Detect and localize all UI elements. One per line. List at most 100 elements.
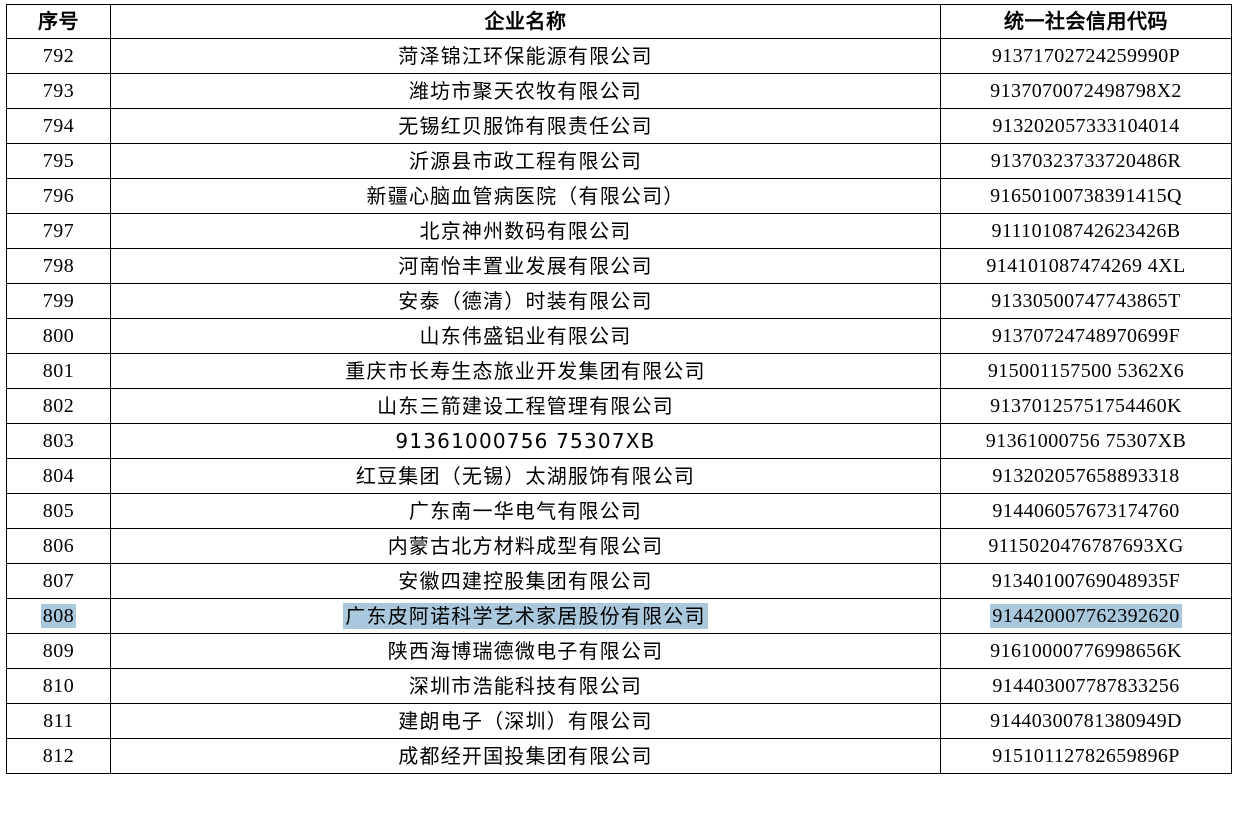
cell-index-text: 808 [40,604,77,628]
cell-index: 810 [6,668,111,704]
cell-code-text: 914101087474269 4XL [986,255,1186,277]
cell-code-text: 91371702724259990P [991,45,1181,67]
cell-index-text: 801 [42,360,75,382]
cell-code: 91110108742623426B [940,213,1232,249]
table-row[interactable]: 810 深圳市浩能科技有限公司 914403007787833256 [6,668,1232,704]
cell-name: 沂源县市政工程有限公司 [110,143,941,179]
cell-code-text: 91510112782659896P [992,745,1180,767]
cell-index-text: 806 [42,535,75,557]
cell-name-text: 安徽四建控股集团有限公司 [398,569,653,593]
cell-name-text: 深圳市浩能科技有限公司 [408,674,643,698]
cell-index-text: 798 [42,255,75,277]
table-row[interactable]: 806 内蒙古北方材料成型有限公司 9115020476787693XG [6,528,1232,564]
cell-index: 808 [6,598,111,634]
column-header-code: 统一社会信用代码 [940,4,1232,39]
table-row[interactable]: 801 重庆市长寿生态旅业开发集团有限公司 915001157500 5362X6 [6,353,1232,389]
cell-index: 796 [6,178,111,214]
cell-code-text: 91110108742623426B [991,220,1181,242]
table-row[interactable]: 807 安徽四建控股集团有限公司 91340100769048935F [6,563,1232,599]
cell-name-text: 安泰（德清）时装有限公司 [398,289,653,313]
cell-code: 91510112782659896P [940,738,1232,774]
cell-index: 794 [6,108,111,144]
table-row[interactable]: 797 北京神州数码有限公司 91110108742623426B [6,213,1232,249]
cell-code-text: 91610000776998656K [990,640,1182,662]
cell-code-text: 9137070072498798X2 [990,80,1182,102]
cell-name-text: 重庆市长寿生态旅业开发集团有限公司 [345,359,706,383]
table-row[interactable]: 794 无锡红贝服饰有限责任公司 913202057333104014 [6,108,1232,144]
cell-index: 800 [6,318,111,354]
table-row[interactable]: 803 91361000756 75307XB 91361000756 75307X… [6,423,1232,459]
cell-index: 811 [6,703,111,739]
cell-name: 菏泽锦江环保能源有限公司 [110,38,941,74]
cell-index: 797 [6,213,111,249]
cell-name-text: 山东三箭建设工程管理有限公司 [377,394,674,418]
table-row[interactable]: 808 广东皮阿诺科学艺术家居股份有限公司 914420007762392620 [6,598,1232,634]
cell-name: 建朗电子（深圳）有限公司 [110,703,941,739]
cell-code: 913202057333104014 [940,108,1232,144]
cell-name: 无锡红贝服饰有限责任公司 [110,108,941,144]
cell-code-text: 914406057673174760 [992,500,1180,522]
cell-index-text: 792 [42,45,75,67]
cell-name-text: 陕西海博瑞德微电子有限公司 [387,639,664,663]
table-row[interactable]: 811 建朗电子（深圳）有限公司 91440300781380949D [6,703,1232,739]
table-row[interactable]: 802 山东三箭建设工程管理有限公司 91370125751754460K [6,388,1232,424]
cell-code-text: 91361000756 75307XB [985,430,1187,452]
cell-name: 陕西海博瑞德微电子有限公司 [110,633,941,669]
table-row[interactable]: 809 陕西海博瑞德微电子有限公司 91610000776998656K [6,633,1232,669]
table-row[interactable]: 796 新疆心脑血管病医院（有限公司） 91650100738391415Q [6,178,1232,214]
table-row[interactable]: 792 菏泽锦江环保能源有限公司 91371702724259990P [6,38,1232,74]
cell-code: 914101087474269 4XL [940,248,1232,284]
table-row[interactable]: 795 沂源县市政工程有限公司 91370323733720486R [6,143,1232,179]
cell-code-text: 914403007787833256 [992,675,1180,697]
cell-index-text: 794 [42,115,75,137]
table-row[interactable]: 812 成都经开国投集团有限公司 91510112782659896P [6,738,1232,774]
cell-name-text: 广东南一华电气有限公司 [408,499,643,523]
cell-name-text: 潍坊市聚天农牧有限公司 [408,79,643,103]
cell-index: 804 [6,458,111,494]
cell-code: 914403007787833256 [940,668,1232,704]
table-header: 序号 企业名称 统一社会信用代码 [6,4,1232,39]
cell-code: 91440300781380949D [940,703,1232,739]
table-row[interactable]: 804 红豆集团（无锡）太湖服饰有限公司 913202057658893318 [6,458,1232,494]
cell-name-text: 菏泽锦江环保能源有限公司 [398,44,653,68]
table-row[interactable]: 800 山东伟盛铝业有限公司 91370724748970699F [6,318,1232,354]
cell-name-text: 北京神州数码有限公司 [419,219,632,243]
table-row[interactable]: 793 潍坊市聚天农牧有限公司 9137070072498798X2 [6,73,1232,109]
cell-index-text: 811 [43,710,74,732]
cell-name: 潍坊市聚天农牧有限公司 [110,73,941,109]
cell-code-text: 913202057333104014 [992,115,1180,137]
cell-code-text: 91370724748970699F [991,325,1181,347]
cell-index: 807 [6,563,111,599]
cell-index: 801 [6,353,111,389]
column-header-name: 企业名称 [110,4,941,39]
cell-name-text: 沂源县市政工程有限公司 [408,149,643,173]
cell-name: 河南怡丰置业发展有限公司 [110,248,941,284]
cell-name: 红豆集团（无锡）太湖服饰有限公司 [110,458,941,494]
cell-name-text: 广东皮阿诺科学艺术家居股份有限公司 [343,603,708,629]
cell-index-text: 800 [42,325,75,347]
cell-name-text: 红豆集团（无锡）太湖服饰有限公司 [355,464,696,488]
table-row[interactable]: 798 河南怡丰置业发展有限公司 914101087474269 4XL [6,248,1232,284]
cell-index-text: 809 [42,640,75,662]
cell-index-text: 795 [42,150,75,172]
cell-code-text: 91650100738391415Q [990,185,1182,207]
cell-code: 91371702724259990P [940,38,1232,74]
cell-code-text: 91330500747743865T [991,290,1181,312]
cell-index-text: 807 [42,570,75,592]
cell-code: 91340100769048935F [940,563,1232,599]
cell-index-text: 804 [42,465,75,487]
cell-name: 91361000756 75307XB [110,423,941,459]
cell-code-text: 914420007762392620 [990,604,1182,628]
column-header-index: 序号 [6,4,111,39]
cell-name-text: 91361000756 75307XB [395,429,656,453]
cell-code-text: 91370125751754460K [990,395,1182,417]
cell-index: 798 [6,248,111,284]
table-row[interactable]: 799 安泰（德清）时装有限公司 91330500747743865T [6,283,1232,319]
cell-code: 9137070072498798X2 [940,73,1232,109]
cell-index-text: 802 [42,395,75,417]
table-row[interactable]: 805 广东南一华电气有限公司 914406057673174760 [6,493,1232,529]
table-body: 792 菏泽锦江环保能源有限公司 91371702724259990P 793 潍坊市聚… [6,38,1232,774]
cell-name: 广东皮阿诺科学艺术家居股份有限公司 [110,598,941,634]
cell-index: 805 [6,493,111,529]
